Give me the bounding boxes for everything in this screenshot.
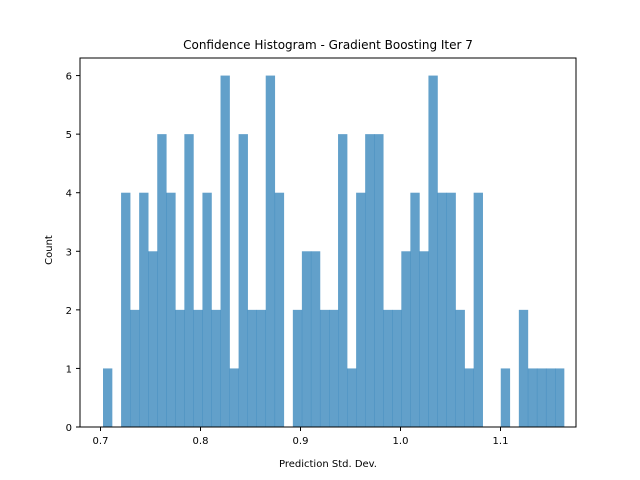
histogram-bar (157, 134, 167, 427)
histogram-bar (211, 309, 221, 427)
histogram-bar (455, 309, 465, 427)
histogram-bar (464, 368, 474, 427)
x-tick-label: 0.7 (93, 436, 109, 447)
histogram-bar (356, 192, 366, 427)
histogram-bar (392, 309, 402, 427)
y-tick-label: 5 (66, 130, 72, 141)
histogram-bar (103, 368, 113, 427)
histogram-bar (473, 192, 483, 427)
y-axis-ticks: 0 1 2 3 4 5 6 (66, 72, 80, 434)
histogram-bar (374, 134, 384, 427)
chart-title: Confidence Histogram - Gradient Boosting… (183, 38, 473, 52)
histogram-bar (220, 75, 230, 427)
x-tick-label: 1.1 (493, 436, 509, 447)
histogram-bar (428, 75, 438, 427)
histogram-bar (536, 368, 547, 427)
histogram-bar (437, 192, 447, 427)
histogram-bar (130, 309, 140, 427)
histogram-bar (184, 134, 194, 427)
histogram-bar (292, 309, 303, 427)
histogram-bar (121, 192, 131, 427)
y-tick-label: 6 (66, 72, 72, 83)
histogram-bar (527, 368, 538, 427)
histogram-bar (347, 368, 357, 427)
x-tick-label: 0.9 (293, 436, 309, 447)
histogram-bar (238, 134, 248, 427)
histogram-bar (310, 251, 321, 427)
histogram-bar (365, 134, 375, 427)
histogram-bar (229, 368, 239, 427)
histogram-bar (338, 134, 348, 427)
histogram-bar (175, 309, 185, 427)
y-axis-label: Count (44, 235, 55, 265)
histogram-bar (247, 309, 257, 427)
histogram-bar (500, 368, 511, 427)
histogram-bar (274, 192, 285, 427)
histogram-bar (193, 309, 203, 427)
x-axis-label: Prediction Std. Dev. (279, 459, 377, 470)
histogram-bar (319, 309, 330, 427)
axes-frame (79, 57, 577, 428)
y-tick-label: 2 (66, 306, 72, 317)
y-tick-label: 1 (66, 364, 72, 375)
histogram-bar (383, 309, 393, 427)
x-axis-ticks: 0.7 0.8 0.9 1.0 1.1 (93, 427, 509, 447)
plot-frame (79, 57, 577, 428)
histogram-bar (410, 192, 420, 427)
x-tick-label: 0.8 (193, 436, 209, 447)
histogram-bar (518, 309, 529, 427)
histogram-bar (265, 75, 276, 427)
histogram-bar (166, 192, 176, 427)
bars-group (103, 75, 565, 427)
histogram-bar (329, 309, 339, 427)
histogram-bar (545, 368, 556, 427)
histogram-bar (446, 192, 456, 427)
y-tick-label: 3 (66, 247, 72, 258)
y-tick-label: 0 (66, 423, 72, 434)
histogram-bar (401, 251, 411, 427)
y-tick-label: 4 (66, 189, 72, 200)
histogram-bar (256, 309, 267, 427)
histogram-bar (139, 192, 149, 427)
x-tick-label: 1.0 (393, 436, 409, 447)
histogram-bar (419, 251, 429, 427)
histogram-bar (148, 251, 158, 427)
histogram-bar (555, 368, 565, 427)
histogram-bar (202, 192, 212, 427)
histogram-bar (301, 251, 312, 427)
